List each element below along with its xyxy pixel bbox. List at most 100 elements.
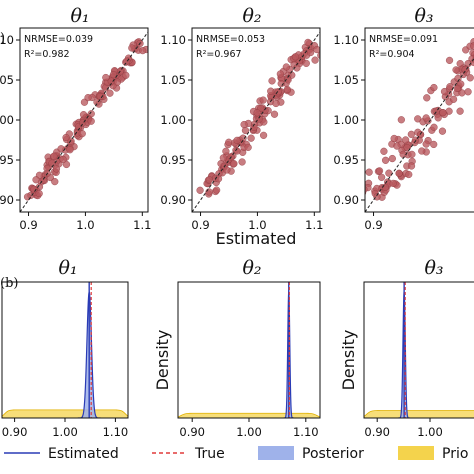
scatter-point bbox=[388, 154, 396, 163]
y-tick-label: 0.90 bbox=[160, 193, 186, 207]
scatter-point bbox=[365, 185, 368, 193]
scatter-point bbox=[385, 169, 393, 177]
x-tick-label: 0.9 bbox=[364, 218, 382, 232]
x-tick-label: 1.00 bbox=[417, 425, 443, 439]
x-tick-label: 0.90 bbox=[364, 425, 390, 439]
panel-b-label: (b) bbox=[0, 276, 18, 291]
legend-prior-label: Prio bbox=[442, 446, 468, 462]
scatter-point bbox=[270, 110, 279, 118]
scatter-point bbox=[402, 136, 410, 144]
scatter-point bbox=[422, 114, 430, 122]
scatter-point bbox=[78, 130, 86, 138]
scatter-point bbox=[276, 70, 284, 78]
x-axis-label: Estimated bbox=[216, 229, 297, 248]
y-tick-label: 1.10 bbox=[333, 33, 359, 47]
identity-line bbox=[20, 31, 148, 212]
panel-title: θ₁ bbox=[70, 5, 89, 27]
x-tick-label: 0.9 bbox=[191, 218, 209, 232]
scatter-point bbox=[66, 146, 74, 154]
scatter-point bbox=[67, 137, 75, 145]
x-tick-label: 0.9 bbox=[19, 218, 37, 232]
scatter-point bbox=[267, 87, 275, 95]
scatter-panel-1: 0.9 1.0 1.1 0.90 0.95 1.00 1.05 1.10 NRMSE=0.039… bbox=[0, 5, 151, 232]
scatter-point bbox=[230, 160, 238, 168]
identity-line bbox=[192, 31, 320, 212]
scatter-point bbox=[380, 147, 388, 155]
scatter-point bbox=[439, 109, 447, 117]
scatter-point bbox=[79, 111, 88, 119]
scatter-point bbox=[453, 84, 461, 93]
scatter-point bbox=[219, 154, 227, 162]
scatter-point bbox=[381, 156, 390, 164]
scatter-points-1 bbox=[20, 31, 148, 212]
y-axis-label: Density bbox=[153, 330, 172, 391]
x-tick-label: 1.00 bbox=[236, 425, 262, 439]
scatter-point bbox=[461, 66, 469, 74]
nrmse-label: NRMSE=0.091 bbox=[369, 34, 438, 45]
scatter-point bbox=[452, 66, 460, 74]
scatter-point bbox=[405, 170, 413, 179]
identity-line bbox=[365, 57, 474, 212]
x-tick-label: 1.1 bbox=[305, 218, 323, 232]
scatter-point bbox=[106, 89, 114, 97]
y-tick-label: 1.00 bbox=[160, 113, 186, 127]
legend-posterior-label: Posterior bbox=[302, 446, 364, 462]
x-tick-label: 0.90 bbox=[2, 425, 28, 439]
scatter-point bbox=[213, 186, 221, 194]
panel-title: θ₂ bbox=[242, 257, 261, 279]
scatter-point bbox=[445, 56, 454, 64]
scatter-point bbox=[244, 143, 252, 151]
scatter-points-2 bbox=[192, 31, 320, 212]
scatter-point bbox=[233, 136, 241, 144]
density-curves-1 bbox=[2, 282, 128, 418]
y-tick-label: 1.10 bbox=[0, 33, 14, 47]
scatter-point bbox=[373, 193, 381, 201]
scatter-point bbox=[240, 120, 248, 129]
scatter-point bbox=[403, 144, 411, 152]
scatter-point bbox=[32, 176, 40, 184]
panel-a-label: ) bbox=[0, 31, 5, 46]
scatter-point bbox=[365, 168, 373, 176]
y-tick-label: 1.00 bbox=[0, 113, 14, 127]
panel-title: θ₃ bbox=[414, 5, 433, 27]
scatter-point bbox=[454, 74, 462, 83]
scatter-point bbox=[449, 95, 458, 103]
r2-label: R²=0.982 bbox=[24, 49, 70, 60]
density-panel-3: 0.90 1.00 θ₃ Density bbox=[339, 257, 474, 439]
scatter-point bbox=[123, 57, 131, 65]
scatter-point bbox=[302, 59, 310, 67]
panel-title: θ₂ bbox=[242, 5, 261, 27]
x-tick-label: 1.10 bbox=[293, 425, 319, 439]
scatter-point bbox=[291, 53, 300, 61]
x-tick-label: 1.1 bbox=[133, 218, 151, 232]
scatter-point bbox=[313, 45, 320, 54]
density-panel-2: 0.90 1.00 1.10 θ₂ Density bbox=[153, 257, 321, 439]
scatter-point bbox=[422, 140, 430, 148]
legend-prior-swatch bbox=[398, 446, 434, 460]
nrmse-label: NRMSE=0.039 bbox=[24, 34, 93, 45]
scatter-point bbox=[375, 167, 384, 175]
scatter-point bbox=[446, 83, 454, 91]
scatter-point bbox=[59, 155, 67, 164]
scatter-point bbox=[430, 123, 438, 131]
plot-frame bbox=[1, 281, 129, 419]
legend-true-label: True bbox=[194, 446, 225, 462]
density-panel-1: 0.90 1.00 1.10 θ₁ bbox=[1, 257, 129, 439]
scatter-point bbox=[423, 94, 431, 102]
scatter-point bbox=[259, 131, 268, 139]
legend: Estimated True Posterior Prio bbox=[4, 446, 468, 462]
scatter-point bbox=[438, 127, 447, 135]
scatter-point bbox=[357, 185, 364, 192]
scatter-point bbox=[282, 63, 290, 71]
scatter-point bbox=[390, 134, 398, 143]
scatter-point bbox=[268, 77, 276, 85]
scatter-point bbox=[223, 166, 231, 174]
scatter-point bbox=[378, 173, 386, 181]
nrmse-label: NRMSE=0.053 bbox=[196, 34, 265, 45]
scatter-point bbox=[122, 71, 130, 79]
scatter-point bbox=[48, 159, 56, 167]
scatter-point bbox=[62, 160, 71, 169]
scatter-point bbox=[389, 179, 397, 187]
scatter-point bbox=[247, 134, 255, 142]
